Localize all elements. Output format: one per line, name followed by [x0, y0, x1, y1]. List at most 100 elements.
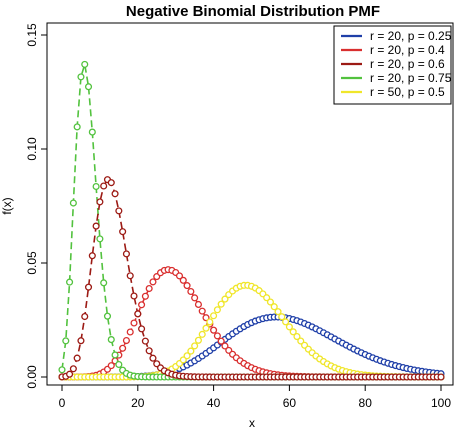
x-tick-label: 100 [431, 396, 451, 410]
data-point [119, 228, 127, 236]
data-point [202, 324, 210, 332]
data-point [198, 307, 206, 315]
data-point [213, 332, 221, 340]
x-tick-label: 80 [359, 396, 373, 410]
data-point [202, 314, 210, 322]
data-point [217, 300, 225, 308]
data-point [66, 370, 74, 378]
legend-label: r = 20, p = 0.75 [370, 71, 452, 85]
series-layer [58, 60, 445, 381]
y-tick-label: 0.05 [25, 251, 39, 275]
data-point [278, 313, 286, 321]
data-point [194, 300, 202, 309]
data-point [194, 336, 202, 344]
data-point [134, 310, 142, 318]
series-2 [58, 176, 445, 381]
data-point [96, 198, 104, 206]
data-point [115, 207, 123, 215]
data-point [81, 60, 89, 68]
data-point [58, 366, 66, 374]
data-point [122, 250, 130, 258]
data-point [145, 347, 153, 355]
data-point [149, 278, 157, 286]
data-point [206, 318, 214, 326]
data-point [84, 283, 93, 291]
data-point [437, 373, 445, 381]
data-point [213, 306, 221, 314]
series-line [61, 64, 441, 378]
legend-label: r = 20, p = 0.6 [370, 57, 445, 71]
data-point [191, 342, 199, 350]
x-tick-label: 0 [59, 396, 66, 410]
data-point [138, 325, 146, 333]
legend-label: r = 20, p = 0.25 [370, 29, 452, 43]
data-point [175, 272, 184, 280]
data-point [179, 356, 187, 364]
data-point [62, 337, 70, 345]
data-point [217, 337, 225, 345]
x-tick-label: 60 [283, 396, 297, 410]
data-point [88, 252, 96, 260]
data-point [266, 298, 275, 306]
legend-label: r = 50, p = 0.5 [370, 85, 445, 99]
data-point [293, 333, 301, 341]
data-point [77, 337, 85, 345]
data-point [126, 328, 134, 336]
data-point [263, 294, 271, 302]
y-axis: 0.00 0.05 0.10 0.15 [25, 23, 48, 389]
data-point [84, 83, 93, 91]
data-point [107, 362, 115, 370]
data-point [81, 312, 89, 321]
data-point [183, 352, 191, 360]
data-point [198, 330, 206, 338]
data-point [285, 323, 293, 331]
legend-label: r = 20, p = 0.4 [370, 43, 445, 57]
data-point [274, 308, 282, 316]
data-point [69, 365, 77, 373]
data-point [179, 276, 187, 284]
data-point [297, 337, 305, 345]
legend: r = 20, p = 0.25r = 20, p = 0.4r = 20, p… [333, 25, 452, 105]
data-point [107, 179, 115, 187]
x-axis-label: x [249, 416, 255, 430]
data-point [119, 344, 127, 352]
data-point [69, 199, 77, 207]
data-point [122, 336, 130, 345]
data-point [126, 272, 134, 280]
data-point [73, 354, 81, 362]
y-axis-label: f(x) [0, 197, 14, 214]
data-point [149, 354, 157, 362]
data-point [210, 312, 218, 320]
data-point [73, 123, 81, 131]
data-point [141, 292, 149, 300]
data-point [282, 318, 290, 326]
data-point [100, 182, 108, 190]
data-point [221, 342, 229, 350]
data-point [145, 284, 153, 293]
data-point [187, 287, 195, 296]
y-tick-label: 0.15 [25, 23, 39, 47]
y-tick-label: 0.00 [25, 365, 39, 389]
data-point [130, 292, 138, 300]
data-point [77, 73, 85, 81]
data-point [103, 312, 112, 320]
data-point [221, 295, 229, 303]
data-point [130, 319, 138, 327]
data-point [96, 235, 104, 243]
data-point [66, 278, 74, 286]
data-point [187, 347, 195, 355]
x-tick-label: 40 [207, 396, 221, 410]
data-point [191, 294, 199, 302]
data-point [100, 279, 108, 287]
data-point [107, 336, 115, 344]
x-axis: 0 20 40 60 80 100 [59, 384, 451, 410]
data-point [88, 128, 96, 136]
data-point [289, 328, 297, 336]
chart-title: Negative Binomial Distribution PMF [126, 3, 380, 20]
y-tick-label: 0.10 [25, 137, 39, 161]
x-tick-label: 20 [131, 396, 145, 410]
data-point [115, 360, 123, 369]
data-point [183, 282, 191, 290]
data-point [111, 351, 119, 359]
